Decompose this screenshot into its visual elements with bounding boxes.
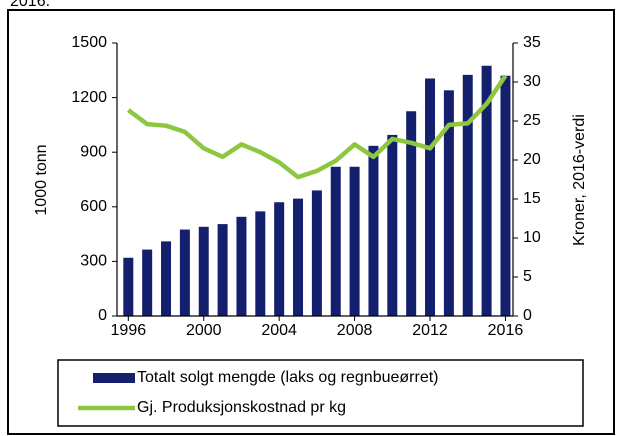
x-tick-label: 2016 bbox=[488, 322, 524, 339]
bar bbox=[198, 226, 209, 316]
bar bbox=[274, 202, 285, 316]
bar bbox=[255, 211, 266, 316]
bar bbox=[387, 134, 398, 316]
bar bbox=[368, 145, 379, 316]
x-tick-label: 1996 bbox=[111, 322, 147, 339]
bar bbox=[500, 75, 511, 316]
y2-tick-label: 0 bbox=[523, 307, 532, 324]
x-tick-label: 2012 bbox=[412, 322, 448, 339]
y2-tick-label: 25 bbox=[523, 112, 541, 129]
bar bbox=[217, 224, 228, 316]
bar bbox=[161, 241, 172, 316]
y2-axis-title: Kroner, 2016-verdi bbox=[571, 114, 588, 246]
bar bbox=[123, 257, 134, 316]
x-tick-label: 2000 bbox=[186, 322, 222, 339]
y-tick-label: 1500 bbox=[71, 34, 107, 51]
legend-label: Totalt solgt mengde (laks og regnbueørre… bbox=[137, 369, 438, 386]
x-tick-label: 2008 bbox=[337, 322, 373, 339]
bar bbox=[425, 78, 436, 317]
bar bbox=[481, 65, 492, 316]
y2-tick-label: 10 bbox=[523, 229, 541, 246]
bar bbox=[179, 229, 190, 316]
y-axis-title: 1000 tonn bbox=[33, 144, 50, 215]
bar bbox=[330, 166, 341, 316]
y2-tick-label: 15 bbox=[523, 190, 541, 207]
y-tick-label: 600 bbox=[80, 198, 107, 215]
legend-label: Gj. Produksjonskostnad pr kg bbox=[137, 399, 346, 416]
bar bbox=[142, 249, 153, 316]
legend bbox=[57, 359, 584, 427]
y-tick-label: 900 bbox=[80, 143, 107, 160]
bar bbox=[311, 190, 322, 316]
bar bbox=[349, 166, 360, 316]
line bbox=[126, 74, 508, 180]
y2-tick-label: 35 bbox=[523, 34, 541, 51]
y-tick-label: 300 bbox=[80, 253, 107, 270]
x-tick-label: 2004 bbox=[261, 322, 297, 339]
legend-swatch bbox=[93, 373, 135, 383]
caption: 2016. bbox=[10, 0, 50, 10]
bar bbox=[293, 198, 304, 316]
bar bbox=[236, 216, 247, 316]
bar bbox=[462, 74, 473, 316]
y-tick-label: 0 bbox=[98, 307, 107, 324]
y-tick-label: 1200 bbox=[71, 89, 107, 106]
bar bbox=[443, 90, 454, 316]
y2-tick-label: 20 bbox=[523, 151, 541, 168]
y2-tick-label: 30 bbox=[523, 73, 541, 90]
y2-tick-label: 5 bbox=[523, 268, 532, 285]
bar bbox=[406, 111, 417, 316]
